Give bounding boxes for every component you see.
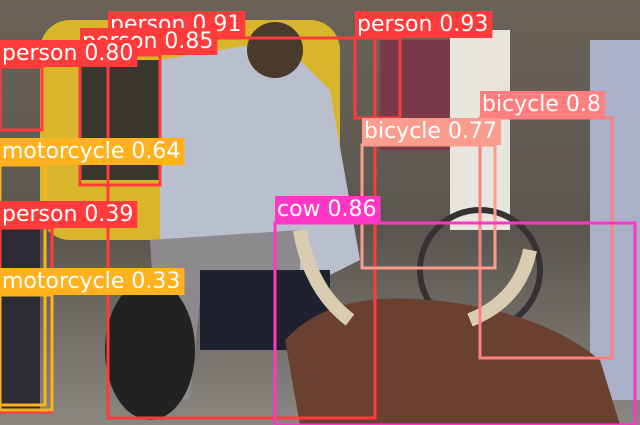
label-background [480,91,605,118]
bounding-box [273,221,637,425]
detection-label: person 0.39 [2,202,133,227]
shirt [160,40,360,300]
left-person [0,220,40,410]
label-background [362,118,501,145]
label-background [0,138,185,165]
detection-label: person 0.80 [2,41,133,66]
detection-label: bicycle 0.77 [364,119,497,144]
detection-label: motorcycle 0.64 [2,139,180,164]
label-background [355,11,493,38]
label-background [0,40,138,67]
detection-label: motorcycle 0.33 [2,269,180,294]
label-background [275,196,381,223]
cow-body [285,298,620,425]
detection-label: bicycle 0.8 [482,92,601,117]
wheel [105,280,195,420]
detection-label: person 0.93 [357,12,488,37]
label-background [0,268,185,295]
label-background [0,201,138,228]
horn [293,228,355,326]
detection-label: cow 0.86 [277,197,377,222]
head [247,22,303,78]
